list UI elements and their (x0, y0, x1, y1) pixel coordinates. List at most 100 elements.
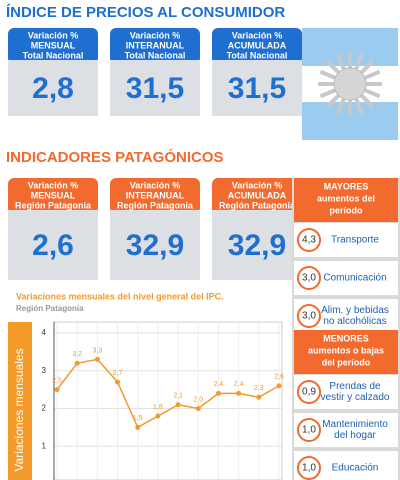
point (276, 383, 282, 389)
data-label: 1,8 (153, 404, 163, 411)
y-label-band (8, 322, 32, 480)
sun (333, 67, 367, 101)
ranking-label: del hogar (334, 430, 376, 441)
ranking-badge (297, 304, 321, 328)
ranking-value: 0,9 (302, 387, 316, 398)
sun-ray (353, 53, 365, 72)
point (155, 413, 161, 419)
y-tick-label: 3 (42, 366, 47, 375)
card-body (110, 60, 200, 116)
card-label: Total Nacional (227, 50, 288, 60)
card-value: 31,5 (126, 72, 184, 105)
ranking-badge (297, 456, 321, 480)
point (175, 402, 181, 408)
ranking-badge (297, 228, 321, 252)
card-label: Variación % (130, 180, 181, 190)
ranking-label: Transporte (331, 235, 379, 246)
ranking-value: 4,3 (302, 235, 316, 246)
card-label: INTERANUAL (126, 40, 185, 50)
data-label: 1,5 (133, 415, 143, 422)
point (215, 390, 221, 396)
card-label: Variación % (130, 30, 181, 40)
sun-ray (319, 87, 338, 99)
page-title: ÍNDICE DE PRECIOS AL CONSUMIDOR (6, 4, 285, 21)
point (54, 387, 60, 393)
data-label: 2,0 (193, 396, 203, 403)
ranking-value: 1,0 (302, 463, 316, 474)
card-label: ACUMULADA (228, 190, 287, 200)
data-label: 2,4 (234, 381, 244, 388)
data-label: 2,6 (274, 374, 284, 381)
ranking-label: Educación (332, 463, 379, 474)
card-label: MENSUAL (31, 40, 76, 50)
card-label: Total Nacional (23, 50, 84, 60)
data-label: 2,5 (52, 377, 62, 384)
card-body (8, 60, 98, 116)
y-axis-label: Variaciones mensuales (12, 348, 26, 471)
ranking-label: vestir y calzado (321, 392, 390, 403)
line (56, 358, 280, 429)
ranking-value: 1,0 (302, 425, 316, 436)
card-label: Región Patagonia (117, 200, 194, 210)
card-label: Región Patagonia (219, 200, 296, 210)
section-title: INDICADORES PATAGÓNICOS (6, 148, 224, 166)
point (115, 379, 121, 385)
card-header (212, 178, 302, 214)
ranking-label: Comunicación (323, 273, 386, 284)
card-label: Total Nacional (125, 50, 186, 60)
ranking-label: no alcohólicas (323, 316, 386, 327)
card-body (110, 210, 200, 280)
ranking-header-text: período (330, 205, 364, 215)
card-label: INTERANUAL (126, 190, 185, 200)
card-label: Variación % (28, 180, 79, 190)
data-label: 2,3 (254, 385, 264, 392)
sun-ray (358, 59, 375, 76)
card-body (212, 210, 302, 280)
data-label: 3,3 (92, 347, 102, 354)
card-value: 2,8 (32, 72, 74, 105)
ranking-header-text: MENORES (323, 333, 369, 343)
chart-title: Variaciones mensuales del nivel general … (16, 291, 224, 301)
card-value: 32,9 (126, 229, 184, 262)
data-label: 2,7 (113, 370, 123, 377)
y-tick-label: 1 (42, 441, 47, 450)
card-label: Variación % (28, 30, 79, 40)
ranking-header-text: MAYORES (324, 181, 369, 191)
card-body (8, 210, 98, 280)
data-label: 3,2 (72, 351, 82, 358)
point (94, 356, 100, 362)
ranking-header (294, 330, 398, 374)
y-tick-label: 2 (42, 404, 47, 413)
sun-ray (325, 59, 342, 76)
card-value: 32,9 (228, 229, 286, 262)
point (195, 406, 201, 411)
sun-ray (335, 53, 347, 72)
ranking-badge (297, 380, 321, 404)
card-header (212, 28, 302, 64)
chart-subtitle: Región Patagonia (16, 304, 84, 313)
point (256, 394, 262, 400)
card-label: Variación % (232, 30, 283, 40)
card-header (110, 178, 200, 214)
ranking-header-text: del período (322, 357, 371, 367)
sun-ray (362, 87, 381, 99)
ranking-badge (297, 418, 321, 442)
data-label: 2,1 (173, 393, 183, 400)
sun-ray (319, 69, 338, 81)
sun-ray (335, 96, 347, 115)
card-body (212, 60, 302, 116)
ranking-header (294, 178, 398, 222)
y-tick-label: 4 (42, 328, 47, 337)
ranking-header-text: aumentos del (317, 193, 375, 203)
card-label: Variación % (232, 180, 283, 190)
ranking-badge (297, 266, 321, 290)
ranking-label: Alim. y bebidas (321, 305, 389, 316)
card-label: Región Patagonia (15, 200, 92, 210)
point (236, 390, 242, 396)
point (135, 424, 141, 430)
data-label: 2,4 (214, 381, 224, 388)
sun-ray (325, 92, 342, 109)
ranking-label: Mantenimiento (322, 419, 388, 430)
ranking-header-text: aumentos o bajas (308, 345, 384, 355)
